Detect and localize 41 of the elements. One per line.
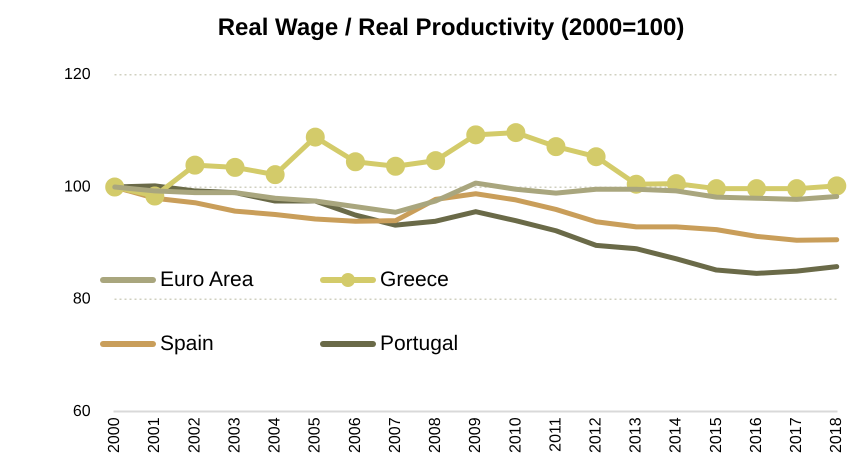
- x-tick-label: 2005: [306, 417, 324, 453]
- point: [226, 158, 245, 177]
- point: [185, 156, 204, 175]
- x-tick-label: 2000: [106, 417, 124, 453]
- point: [506, 123, 526, 142]
- point: [306, 128, 325, 147]
- point: [586, 147, 606, 166]
- legend-label: Greece: [380, 268, 449, 292]
- x-tick-label: 2007: [386, 417, 404, 453]
- point: [266, 165, 285, 184]
- x-tick-label: 2018: [828, 417, 846, 453]
- legend-label: Euro Area: [160, 268, 254, 292]
- x-tick-label: 2017: [788, 417, 806, 453]
- legend-label: Spain: [160, 332, 214, 356]
- y-tick-label: 100: [64, 178, 91, 196]
- y-tick-label: 60: [72, 402, 91, 420]
- chart-title: Real Wage / Real Productivity (2000=100): [218, 14, 684, 42]
- y-tick-label: 80: [72, 290, 91, 308]
- point: [546, 137, 566, 156]
- x-tick-label: 2002: [186, 417, 204, 453]
- point: [346, 152, 365, 172]
- x-tick-label: 2008: [427, 417, 444, 453]
- x-tick-label: 2012: [588, 417, 605, 453]
- point: [466, 125, 486, 144]
- x-tick-label: 2016: [748, 417, 765, 453]
- point: [426, 151, 446, 170]
- x-tick-label: 2001: [146, 417, 164, 453]
- y-tick-label: 120: [64, 66, 91, 84]
- legend-label: Portugal: [380, 332, 458, 356]
- x-tick-label: 2014: [668, 417, 685, 453]
- x-tick-label: 2003: [226, 417, 244, 453]
- point: [386, 156, 406, 176]
- x-tick-label: 2015: [708, 417, 725, 453]
- point: [827, 176, 846, 196]
- x-tick-label: 2011: [547, 417, 564, 452]
- x-tick-label: 2009: [467, 417, 484, 453]
- x-tick-label: 2004: [266, 417, 284, 453]
- x-tick-label: 2006: [346, 417, 364, 453]
- point: [787, 179, 806, 198]
- x-tick-label: 2013: [628, 417, 645, 453]
- x-tick-label: 2010: [507, 417, 524, 453]
